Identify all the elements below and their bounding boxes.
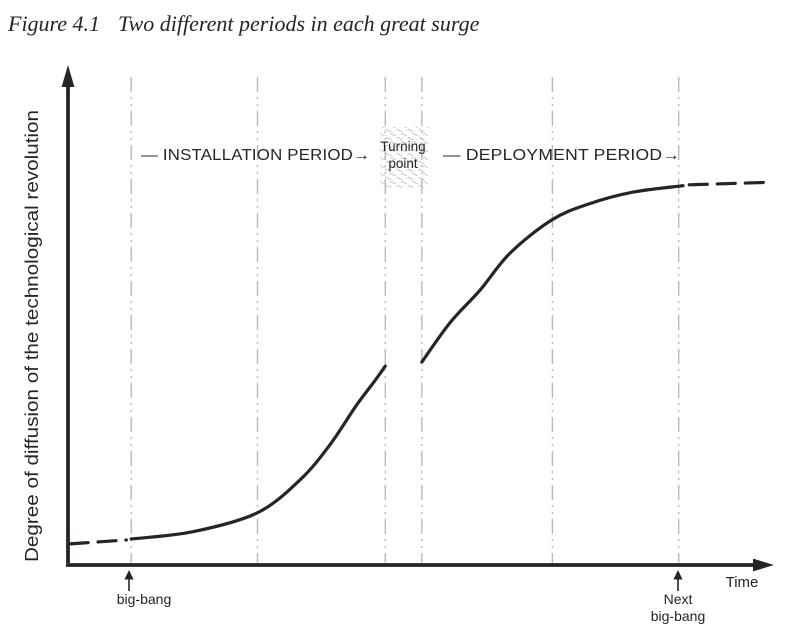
event-gridlines	[130, 77, 680, 563]
next-big-bang-arrow-icon	[673, 570, 683, 580]
x-axis-label: Time	[726, 574, 759, 591]
diffusion-curves	[68, 180, 772, 546]
y-axis-arrow-icon	[61, 65, 75, 87]
big-bang-label: big-bang	[117, 591, 172, 607]
y-axis-label: Degree of diffusion of the technological…	[22, 110, 42, 562]
big-bang-arrow-icon	[124, 570, 134, 580]
x-axis-arrow-icon	[753, 558, 774, 572]
next-big-bang-label-line2: big-bang	[651, 608, 706, 624]
deployment-period-label: — DEPLOYMENT PERIOD→	[443, 147, 680, 164]
maturity-diffusion-curve	[687, 180, 772, 187]
figure-title: Two different periods in each great surg…	[118, 11, 480, 36]
installation-diffusion-curve	[129, 364, 387, 541]
pre-big-bang-diffusion-curve	[68, 538, 128, 546]
turning-point-stipple-box	[380, 127, 428, 188]
deployment-diffusion-curve	[420, 184, 685, 364]
installation-period-label: — INSTALLATION PERIOD→	[141, 147, 370, 164]
turning-point-label-line2: point	[388, 156, 418, 171]
turning-point-label-line1: Turning	[380, 139, 425, 154]
figure-number-label: Figure 4.1	[7, 11, 100, 36]
next-big-bang-label-line1: Next	[664, 591, 693, 607]
